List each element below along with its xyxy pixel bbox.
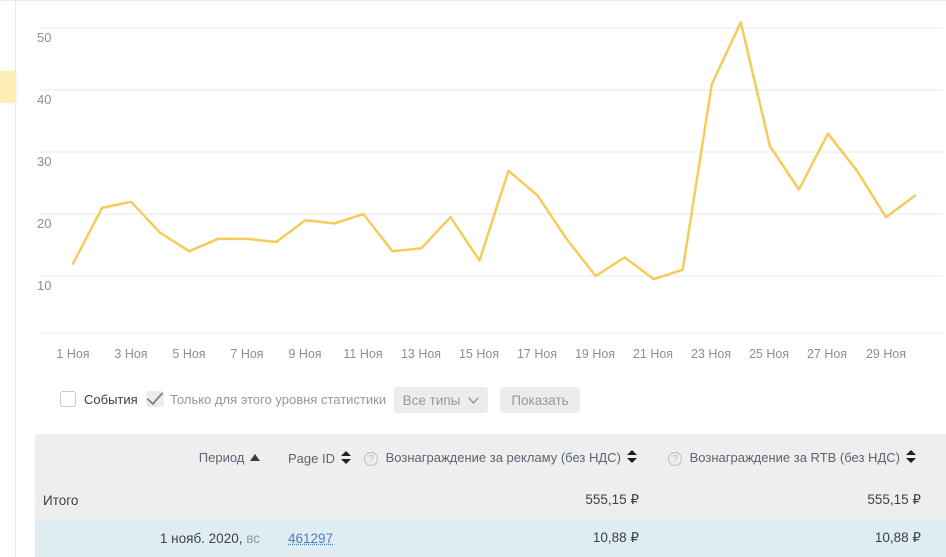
svg-text:11 Ноя: 11 Ноя <box>343 347 382 361</box>
svg-text:13 Ноя: 13 Ноя <box>401 347 441 361</box>
svg-text:10: 10 <box>37 278 51 293</box>
svg-text:3 Ноя: 3 Ноя <box>114 347 147 361</box>
svg-text:30: 30 <box>37 154 51 169</box>
svg-text:7 Ноя: 7 Ноя <box>230 347 263 361</box>
svg-text:29 Ноя: 29 Ноя <box>866 347 906 361</box>
svg-text:25 Ноя: 25 Ноя <box>749 347 789 361</box>
svg-text:9 Ноя: 9 Ноя <box>288 347 321 361</box>
svg-text:23 Ноя: 23 Ноя <box>691 347 731 361</box>
svg-text:40: 40 <box>37 92 51 107</box>
svg-text:15 Ноя: 15 Ноя <box>459 347 499 361</box>
svg-text:27 Ноя: 27 Ноя <box>807 347 847 361</box>
svg-text:17 Ноя: 17 Ноя <box>517 347 557 361</box>
svg-text:50: 50 <box>37 30 51 45</box>
svg-text:1 Ноя: 1 Ноя <box>56 347 89 361</box>
svg-text:5 Ноя: 5 Ноя <box>172 347 205 361</box>
svg-text:20: 20 <box>37 216 51 231</box>
svg-text:21 Ноя: 21 Ноя <box>633 347 673 361</box>
svg-text:19 Ноя: 19 Ноя <box>575 347 615 361</box>
